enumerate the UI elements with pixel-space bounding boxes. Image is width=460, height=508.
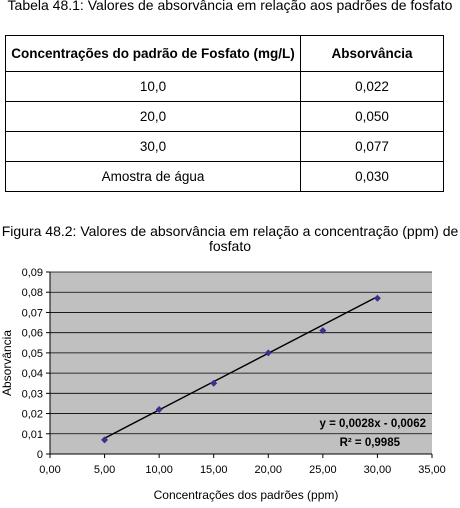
y-tick-label: 0,05 bbox=[22, 348, 43, 360]
r-squared-label: R² = 0,9985 bbox=[340, 437, 401, 449]
cell-absorbance: 0,022 bbox=[300, 71, 444, 102]
data-point bbox=[319, 327, 327, 335]
x-tick-label: 20,00 bbox=[255, 464, 283, 476]
cell-absorbance: 0,077 bbox=[300, 131, 444, 162]
table-caption: Tabela 48.1: Valores de absorvância em r… bbox=[7, 0, 453, 13]
y-tick-label: 0,06 bbox=[22, 328, 43, 340]
y-tick-label: 0 bbox=[37, 449, 43, 461]
cell-absorbance: 0,050 bbox=[300, 101, 444, 132]
cell-concentration: 30,0 bbox=[5, 131, 301, 162]
trendline-equation: y = 0,0028x - 0,0062 bbox=[320, 418, 426, 430]
x-tick-label: 35,00 bbox=[418, 464, 446, 476]
y-tick-label: 0,08 bbox=[22, 287, 43, 299]
phosphate-standards-table: Concentrações do padrão de Fosfato (mg/L… bbox=[5, 35, 444, 192]
x-axis-title: Concentrações dos padrões (ppm) bbox=[154, 488, 339, 502]
trendline bbox=[104, 296, 378, 439]
table-header-row: Concentrações do padrão de Fosfato (mg/L… bbox=[5, 35, 444, 72]
cell-concentration: 20,0 bbox=[5, 101, 301, 132]
x-tick-label: 15,00 bbox=[200, 464, 228, 476]
data-point bbox=[264, 349, 272, 357]
y-tick-label: 0,04 bbox=[22, 368, 43, 380]
data-point bbox=[210, 379, 218, 387]
y-tick-label: 0,07 bbox=[22, 307, 43, 319]
y-tick-label: 0,01 bbox=[22, 429, 43, 441]
x-tick-label: 0,00 bbox=[39, 464, 60, 476]
x-tick-label: 25,00 bbox=[309, 464, 337, 476]
x-tick-label: 30,00 bbox=[364, 464, 392, 476]
table-row: 10,0 0,022 bbox=[5, 71, 444, 102]
y-axis-title: Absorvância bbox=[0, 330, 14, 396]
header-concentration: Concentrações do padrão de Fosfato (mg/L… bbox=[5, 35, 301, 72]
table-row: 20,0 0,050 bbox=[5, 101, 444, 132]
plot-area bbox=[50, 272, 432, 454]
table-row: 30,0 0,077 bbox=[5, 131, 444, 162]
x-tick-label: 10,00 bbox=[145, 464, 173, 476]
data-point bbox=[155, 406, 163, 414]
cell-concentration: 10,0 bbox=[5, 71, 301, 102]
y-tick-label: 0,02 bbox=[22, 409, 43, 421]
header-absorbance: Absorvância bbox=[300, 35, 444, 72]
table-row: Amostra de água 0,030 bbox=[5, 161, 444, 192]
data-point bbox=[101, 436, 109, 444]
absorbance-scatter-chart: 0 0,01 0,02 0,03 0,04 0,05 0,06 0,07 0,08 0,09 0,0… bbox=[0, 267, 446, 502]
x-tick-label: 5,00 bbox=[94, 464, 115, 476]
figure-caption: Figura 48.2: Valores de absorvância em r… bbox=[1, 223, 459, 254]
cell-absorbance: 0,030 bbox=[300, 161, 444, 192]
cell-concentration: Amostra de água bbox=[5, 161, 301, 192]
data-point bbox=[373, 294, 381, 302]
y-tick-label: 0,03 bbox=[22, 388, 43, 400]
y-tick-label: 0,09 bbox=[22, 267, 43, 279]
